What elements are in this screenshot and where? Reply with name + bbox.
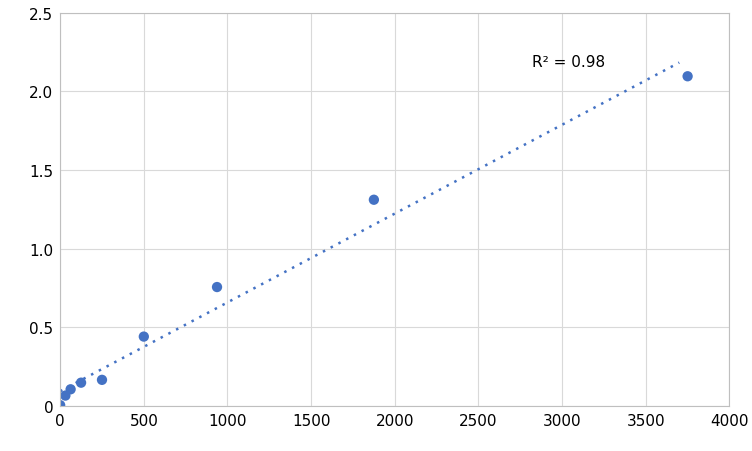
Point xyxy=(54,402,66,409)
Point xyxy=(75,379,87,387)
Point xyxy=(65,386,77,393)
Point xyxy=(138,333,150,341)
Point xyxy=(59,392,71,399)
Point xyxy=(681,74,693,81)
Text: R² = 0.98: R² = 0.98 xyxy=(532,55,605,69)
Point xyxy=(368,197,380,204)
Point xyxy=(96,377,108,384)
Point xyxy=(211,284,223,291)
